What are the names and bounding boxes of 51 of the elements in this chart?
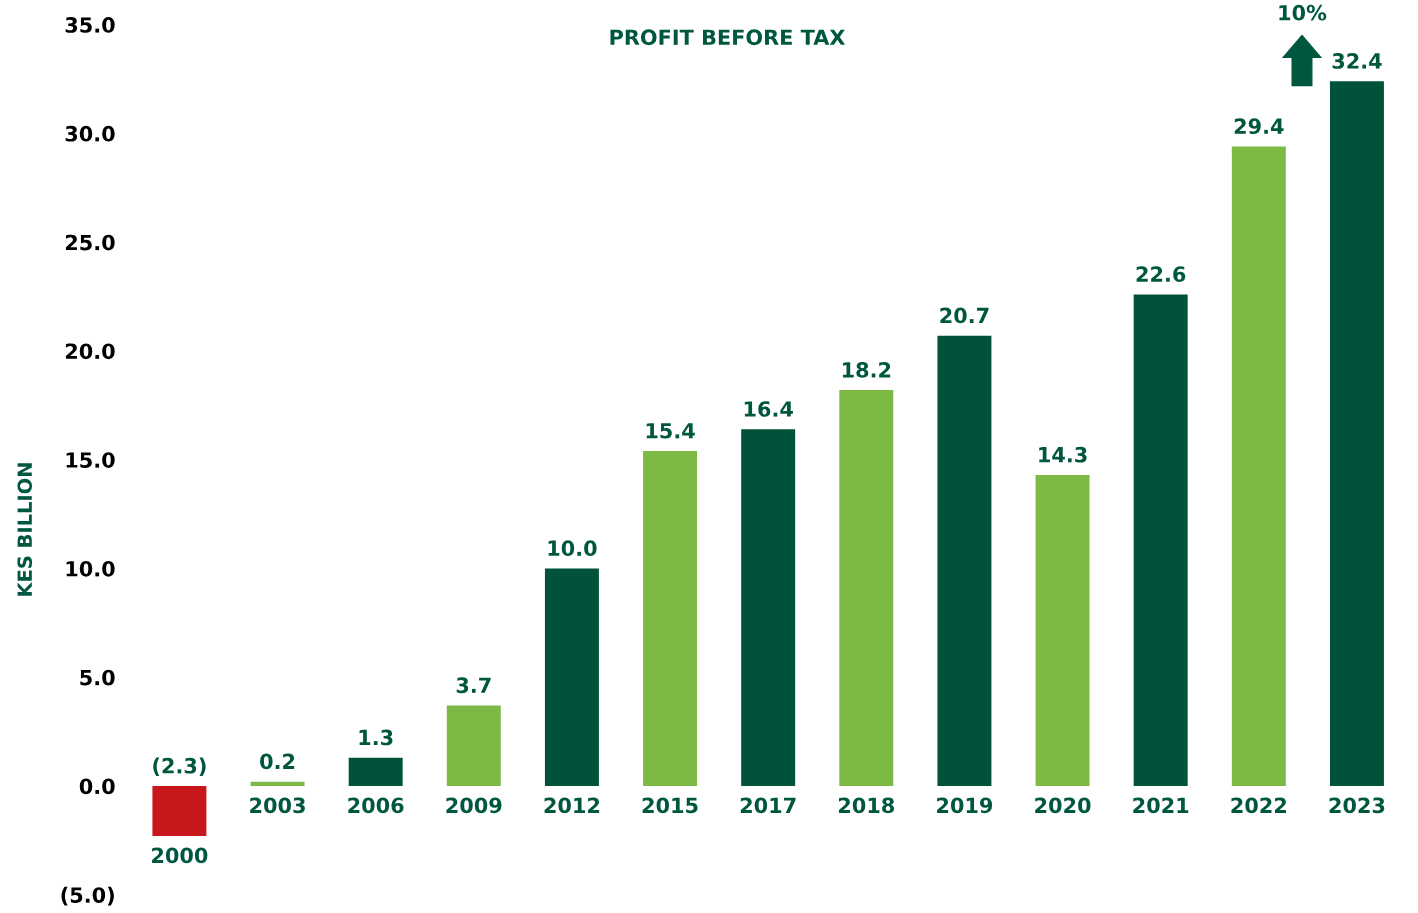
bar	[250, 781, 305, 786]
x-tick-label: 2020	[1035, 797, 1091, 814]
data-label: 20.7	[940, 307, 989, 324]
data-label: 18.2	[842, 361, 891, 378]
data-label: 1.3	[359, 729, 393, 746]
data-label: 32.4	[1332, 53, 1382, 69]
x-tick-label: 2019	[937, 797, 993, 814]
bar	[1133, 294, 1188, 786]
data-label: 16.4	[744, 401, 793, 417]
y-tick-label: 5.0	[80, 669, 115, 686]
x-tick-label: 2012	[544, 797, 600, 814]
x-tick-label: 2021	[1133, 797, 1189, 814]
x-tick-label: 2000	[152, 847, 208, 864]
data-label: (2.3)	[153, 757, 206, 777]
x-tick-label: 2022	[1231, 797, 1286, 814]
y-tick-label: 15.0	[66, 452, 115, 468]
bar	[1329, 81, 1384, 786]
x-tick-label: 2015	[642, 797, 698, 814]
x-tick-label: 2017	[740, 797, 796, 814]
bar	[741, 429, 796, 786]
x-tick-label: 2003	[250, 797, 305, 814]
bar	[152, 785, 207, 837]
data-label: 3.7	[456, 677, 491, 694]
y-tick-label: 20.0	[65, 343, 115, 360]
chart-title: PROFIT BEFORE TAX	[610, 29, 845, 46]
data-label: 0.2	[260, 753, 295, 770]
data-label: 14.3	[1039, 446, 1087, 463]
data-label: 22.6	[1136, 266, 1186, 283]
y-tick-label: 25.0	[65, 234, 115, 251]
bar	[544, 568, 599, 786]
x-tick-label: 2006	[348, 797, 404, 814]
bar	[446, 705, 501, 786]
x-tick-label: 2018	[838, 797, 894, 814]
y-tick-label: 30.0	[65, 125, 115, 142]
data-label: 29.4	[1234, 118, 1284, 135]
bar	[643, 450, 698, 786]
y-axis-title: KES BILLION	[17, 463, 33, 596]
bar	[937, 335, 992, 786]
x-tick-label: 2023	[1329, 797, 1385, 814]
text: 10%	[1279, 4, 1327, 21]
x-tick-label: 2009	[446, 797, 502, 814]
y-tick-label: 10.0	[66, 560, 115, 577]
y-tick-label: 35.0	[65, 17, 115, 33]
data-label: 10.0	[548, 540, 597, 557]
bar	[1231, 146, 1286, 786]
bar	[1035, 474, 1090, 786]
data-label: 15.4	[646, 423, 695, 439]
y-tick-label: (5.0)	[61, 886, 114, 906]
y-tick-label: 0.0	[79, 778, 115, 795]
bar	[839, 390, 894, 786]
bar	[348, 757, 403, 786]
